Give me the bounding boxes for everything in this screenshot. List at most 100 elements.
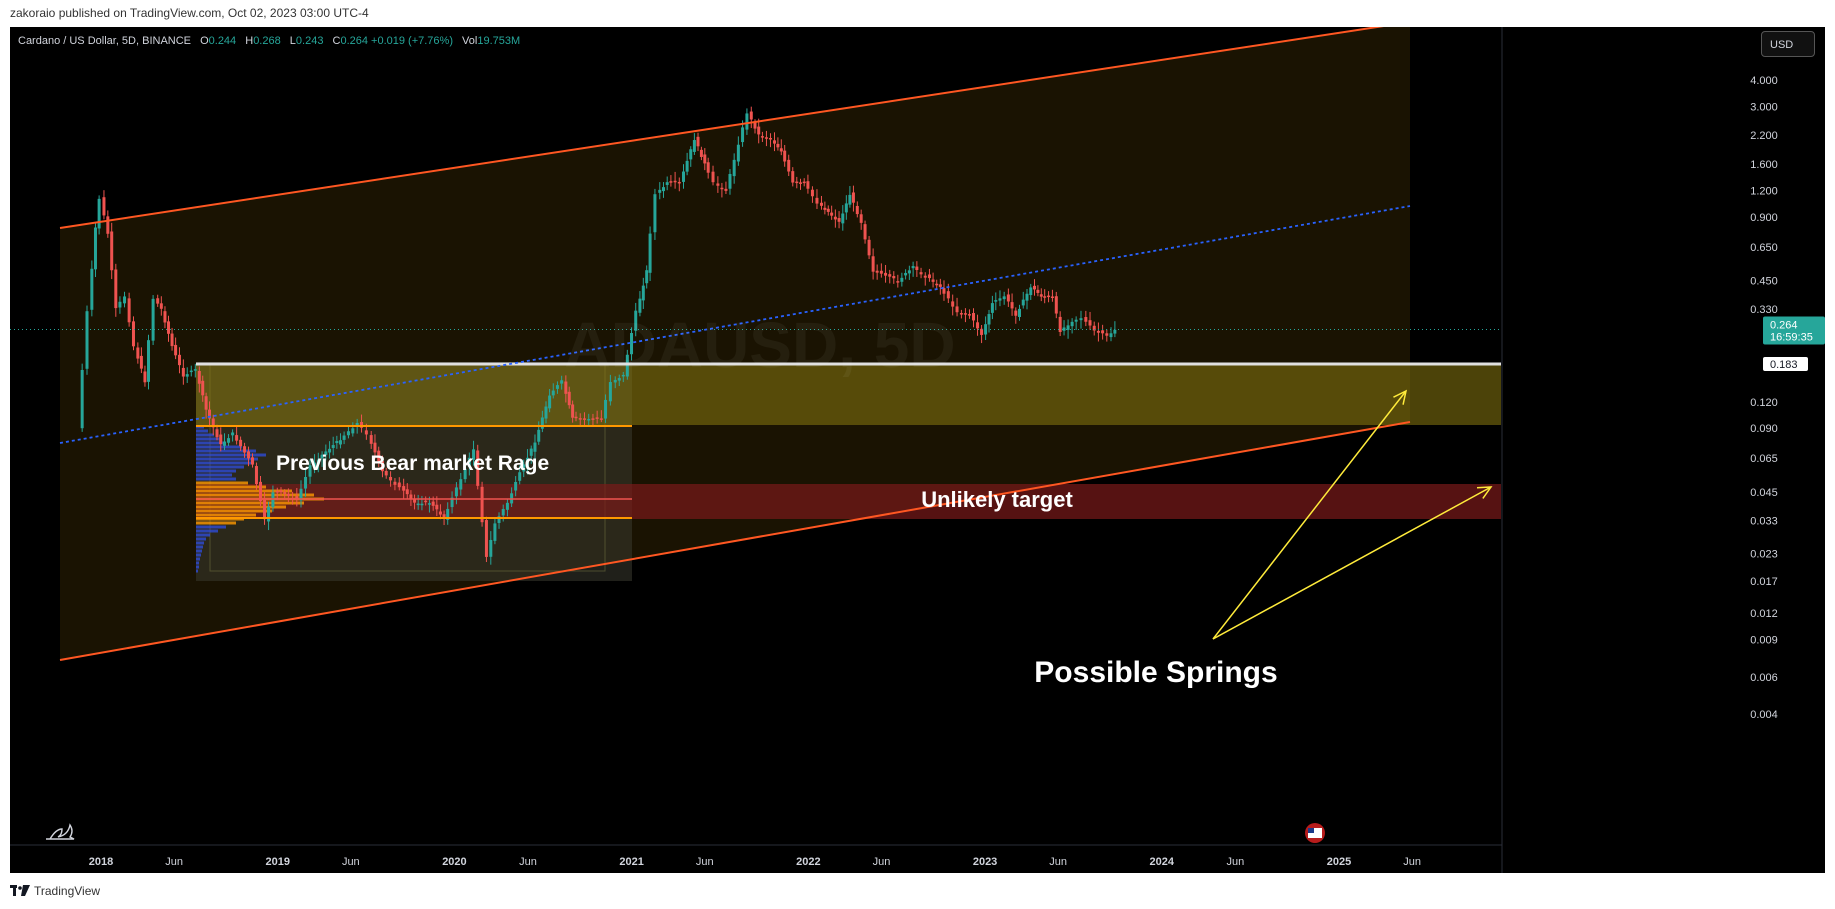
candle-body	[706, 162, 710, 173]
candle-body	[159, 303, 163, 309]
candle-body	[582, 418, 586, 420]
candle-body	[544, 406, 548, 419]
candle-body	[189, 370, 193, 373]
candle-body	[625, 354, 629, 377]
y-tick-label: 0.090	[1750, 423, 1778, 435]
legend-low-value: 0.243	[295, 35, 324, 47]
candle-body	[239, 439, 243, 447]
candle-body	[1025, 293, 1029, 301]
x-tick-label: Jun	[1049, 856, 1067, 868]
candle-body	[942, 288, 946, 294]
candle-body	[295, 496, 299, 500]
candle-body	[93, 227, 97, 270]
drawings-layer: ADAUSD, 5D Previous Bear market Rage Unlik…	[10, 27, 1501, 689]
candle-body	[648, 233, 652, 273]
candle-body	[185, 374, 189, 377]
y-tick-label: 0.120	[1750, 397, 1778, 409]
candle-body	[1092, 325, 1096, 331]
legend-close-label: C	[332, 35, 341, 47]
candle-body	[599, 418, 603, 420]
volume-profile-bar	[196, 429, 208, 433]
x-tick-label: Jun	[342, 856, 360, 868]
candle-body	[533, 442, 537, 452]
candle-body	[80, 370, 84, 429]
x-tick-label: Jun	[873, 856, 891, 868]
candle-body	[915, 266, 919, 271]
candle-body	[204, 396, 208, 410]
candle-body	[951, 301, 955, 307]
candle-body	[938, 284, 942, 287]
candle-body	[578, 418, 582, 420]
candle-body	[97, 198, 101, 229]
candle-body	[621, 374, 625, 377]
volume-profile-bar	[196, 469, 236, 473]
candle-body	[976, 322, 980, 329]
candle-body	[316, 459, 320, 465]
candle-body	[779, 148, 783, 152]
candle-body	[931, 279, 935, 282]
y-tick-label: 0.045	[1750, 487, 1778, 499]
candle-body	[1036, 289, 1040, 293]
candle-body	[669, 181, 673, 183]
volume-profile-bar	[196, 529, 218, 533]
candle-body	[732, 159, 736, 177]
candle-body	[275, 491, 279, 493]
candle-body	[360, 421, 364, 428]
y-tick-label: 0.012	[1750, 608, 1778, 620]
y-tick-label: 0.006	[1750, 672, 1778, 684]
y-tick-label: 2.200	[1750, 130, 1778, 142]
tradingview-footer[interactable]: TradingView	[10, 884, 100, 898]
x-tick-label: Jun	[1403, 856, 1421, 868]
candle-body	[681, 171, 685, 182]
volume-profile-bar	[196, 561, 199, 565]
candle-body	[409, 494, 413, 499]
candle-body	[223, 441, 227, 446]
volume-profile-bar	[196, 509, 272, 513]
chart-frame[interactable]: ADAUSD, 5D Previous Bear market Rage Unlik…	[10, 27, 1825, 873]
candle-body	[497, 516, 501, 523]
candle-body	[254, 466, 258, 485]
candle-body	[798, 182, 802, 184]
candle-body	[851, 192, 855, 203]
candle-body	[463, 468, 467, 480]
candle-body	[630, 333, 634, 355]
y-tick-label: 0.017	[1750, 576, 1778, 588]
bar-countdown: 16:59:35	[1770, 331, 1813, 343]
volume-profile-bar	[196, 449, 256, 453]
candle-body	[990, 303, 994, 313]
volume-profile-bar	[196, 541, 204, 545]
candle-body	[197, 371, 201, 384]
chart-svg[interactable]: ADAUSD, 5D Previous Bear market Rage Unlik…	[10, 27, 1825, 873]
candle-body	[888, 274, 892, 277]
candle-body	[1105, 333, 1109, 336]
unlikely-target-label: Unlikely target	[921, 487, 1073, 512]
candle-body	[923, 275, 927, 278]
red-zone	[196, 484, 1501, 519]
candle-body	[313, 462, 317, 467]
candle-body	[514, 481, 518, 491]
candle-body	[450, 497, 454, 508]
volume-profile-bar	[196, 465, 244, 469]
candle-body	[472, 449, 476, 460]
candle-body	[741, 127, 745, 143]
volume-profile-bar	[196, 565, 199, 569]
candle-body	[972, 313, 976, 321]
candle-body	[911, 266, 915, 269]
candle-body	[416, 503, 420, 506]
candle-body	[815, 197, 819, 204]
currency-button[interactable]: USD	[1761, 31, 1815, 57]
legend-low-label: L	[289, 35, 296, 47]
candle-body	[373, 442, 377, 453]
dinosaur-icon	[46, 823, 75, 840]
volume-profile-bar	[196, 477, 236, 481]
candle-body	[1029, 287, 1033, 296]
candle-body	[1047, 295, 1051, 298]
candle-body	[369, 435, 373, 444]
possible-springs-label: Possible Springs	[1034, 656, 1277, 689]
y-tick-label: 0.900	[1750, 212, 1778, 224]
candle-body	[1066, 325, 1070, 330]
candle-body	[219, 434, 223, 445]
candle-body	[286, 493, 290, 496]
candle-body	[1021, 299, 1025, 306]
x-tick-label: 2018	[89, 856, 113, 868]
